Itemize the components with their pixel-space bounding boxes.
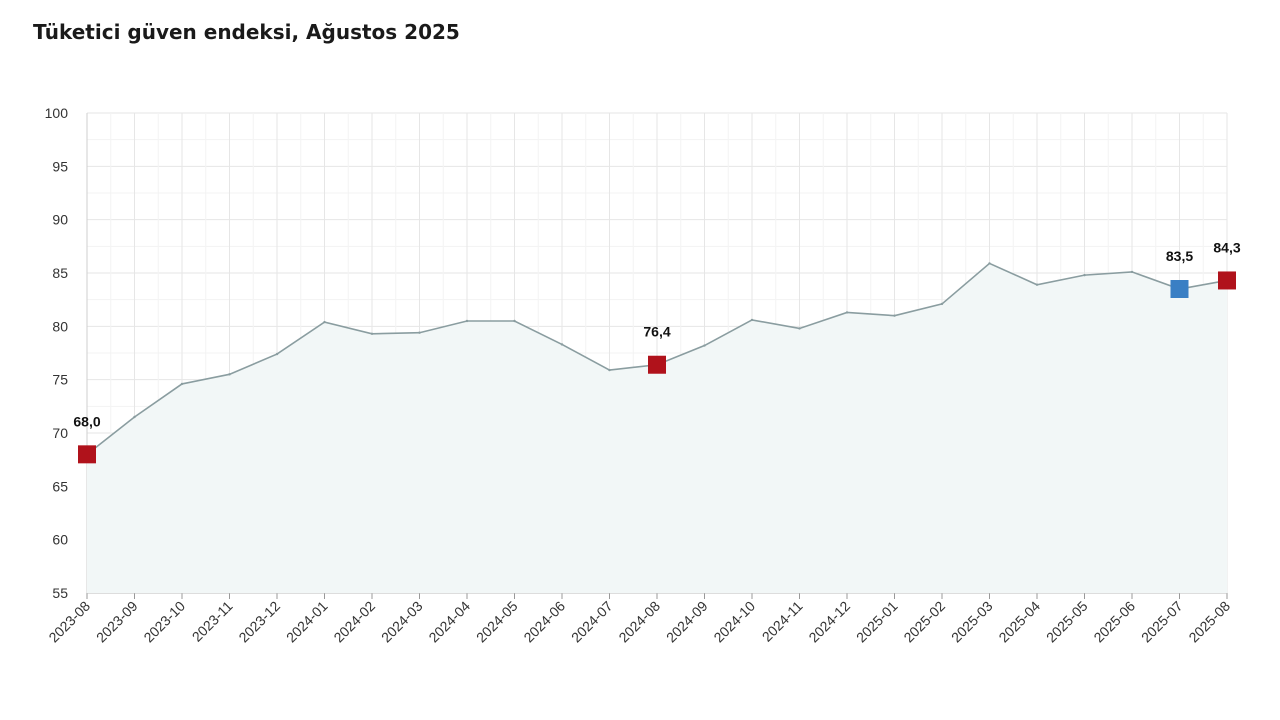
highlight-marker: [1170, 280, 1189, 298]
x-tick-label: 2023-12: [235, 598, 283, 646]
chart-title: Tüketici güven endeksi, Ağustos 2025: [33, 20, 460, 44]
x-tick-label: 2025-04: [995, 598, 1043, 646]
y-tick-label: 100: [45, 105, 69, 121]
data-point: [845, 311, 849, 314]
x-tick-label: 2025-05: [1043, 598, 1091, 646]
y-tick-label: 55: [52, 585, 68, 601]
highlight-marker: [648, 355, 666, 374]
data-point: [608, 368, 611, 372]
data-point: [513, 319, 516, 323]
x-tick-label: 2023-09: [93, 598, 141, 646]
data-label: 84,3: [1213, 239, 1240, 255]
x-tick-label: 2023-11: [189, 598, 236, 645]
y-tick-label: 90: [52, 212, 68, 228]
data-point: [418, 331, 421, 334]
x-tick-label: 2024-01: [283, 598, 331, 646]
data-point: [940, 302, 944, 306]
data-point: [1083, 273, 1086, 277]
x-tick-label: 2024-04: [425, 598, 473, 646]
data-label: 83,5: [1166, 248, 1193, 264]
data-point: [1130, 270, 1134, 274]
highlight-markers: 68,0 76,4 83,5 84,3: [73, 239, 1241, 464]
data-point: [798, 327, 801, 330]
data-point: [988, 262, 991, 265]
highlight-marker: [78, 445, 96, 464]
x-tick-label: 2025-01: [853, 598, 901, 646]
y-tick-label: 80: [52, 318, 68, 334]
data-point: [370, 332, 374, 335]
data-point: [465, 319, 469, 323]
data-point: [893, 314, 896, 317]
data-label: 68,0: [73, 413, 100, 429]
x-tick-label: 2025-08: [1185, 598, 1233, 646]
y-tick-label: 95: [52, 158, 68, 174]
x-tick-label: 2024-05: [473, 598, 521, 646]
y-tick-label: 85: [52, 265, 68, 281]
data-point: [180, 382, 184, 386]
data-point: [560, 343, 564, 346]
x-tick-label: 2024-03: [378, 598, 426, 646]
x-tick-label: 2025-02: [900, 598, 948, 646]
x-tick-label: 2024-12: [805, 598, 853, 646]
data-point: [323, 320, 326, 324]
series-area: [87, 263, 1227, 593]
x-tick-label: 2025-06: [1090, 598, 1138, 646]
x-tick-label: 2023-10: [140, 598, 188, 646]
y-tick-label: 60: [52, 532, 68, 548]
x-tick-label: 2025-07: [1138, 598, 1186, 646]
data-point: [228, 373, 231, 376]
x-tick-label: 2024-10: [710, 598, 758, 646]
data-label: 76,4: [643, 324, 670, 340]
data-point: [275, 352, 279, 356]
x-tick-label: 2025-03: [948, 598, 996, 646]
data-point: [1035, 283, 1039, 286]
y-tick-label: 70: [52, 425, 68, 441]
x-tick-label: 2024-09: [663, 598, 711, 646]
data-point: [133, 415, 136, 419]
y-tick-label: 65: [52, 478, 68, 494]
data-point: [750, 318, 754, 322]
data-point: [703, 344, 706, 347]
x-tick-label: 2024-07: [568, 598, 616, 646]
highlight-marker: [1218, 271, 1236, 290]
x-tick-label: 2024-08: [615, 598, 663, 646]
x-tick-label: 2023-08: [45, 598, 93, 646]
x-tick-label: 2024-11: [759, 598, 806, 645]
x-tick-label: 2024-02: [330, 598, 378, 646]
y-tick-label: 75: [52, 372, 68, 388]
x-tick-label: 2024-06: [520, 598, 568, 646]
